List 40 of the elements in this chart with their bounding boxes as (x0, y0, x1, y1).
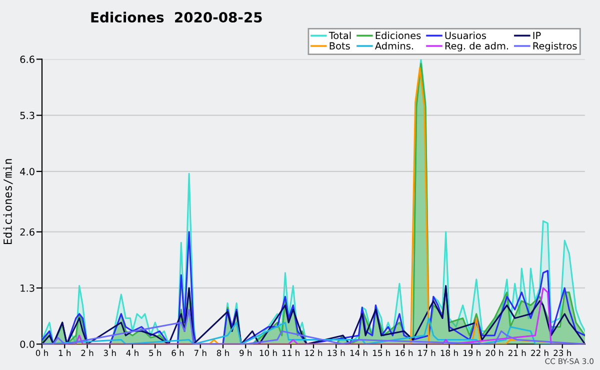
x-tick-label: 4 h (126, 350, 138, 356)
x-tick-label: 7 h (194, 350, 206, 356)
y-tick-label: 1.3 (20, 284, 34, 292)
x-tick-label: 19 h (464, 350, 480, 356)
x-tick-label: 18 h (440, 350, 458, 356)
x-tick-label: 23 h (554, 350, 571, 356)
x-tick-label: 13 h (328, 350, 345, 356)
x-tick-label: 22 h (531, 350, 548, 356)
legend-label: Ediciones (376, 32, 421, 40)
x-tick-label: 8 h (216, 350, 229, 356)
legend-label: Reg. de adm. (445, 42, 508, 52)
legend-label: Bots (330, 42, 350, 50)
y-axis-title: Ediciones/min (3, 159, 13, 244)
y-tick-label: 5.3 (20, 112, 34, 120)
legend-label: Usuarios (445, 32, 486, 40)
y-tick-label: 4.0 (20, 168, 34, 176)
x-tick-label: 3 h (104, 350, 116, 356)
y-tick-label: 2.6 (20, 228, 34, 236)
x-tick-label: 17 h (418, 350, 436, 356)
chart-title: Ediciones 2020-08-25 (91, 12, 262, 23)
x-tick-label: 15 h (373, 350, 390, 356)
x-tick-label: 0 h (36, 350, 48, 356)
x-tick-label: 14 h (350, 350, 368, 356)
legend-label: Admins. (374, 42, 413, 50)
legend-label: Total (328, 32, 351, 40)
x-tick-label: 5 h (149, 350, 162, 356)
legend-label: IP (533, 32, 541, 40)
x-tick-label: 20 h (486, 350, 504, 356)
x-tick-label: 2 h (81, 350, 94, 356)
x-tick-label: 12 h (305, 350, 322, 356)
x-tick-label: 6 h (172, 350, 184, 356)
x-tick-label: 9 h (240, 350, 252, 356)
y-tick-label: 6.6 (20, 56, 34, 64)
x-tick-label: 10 h (260, 350, 277, 356)
x-tick-label: 11 h (282, 350, 300, 356)
x-tick-label: 16 h (396, 350, 413, 356)
legend-label: Registros (533, 42, 577, 52)
y-tick-label: 0.0 (20, 340, 34, 348)
x-tick-label: 21 h (508, 350, 526, 356)
x-tick-label: 1 h (58, 350, 71, 356)
